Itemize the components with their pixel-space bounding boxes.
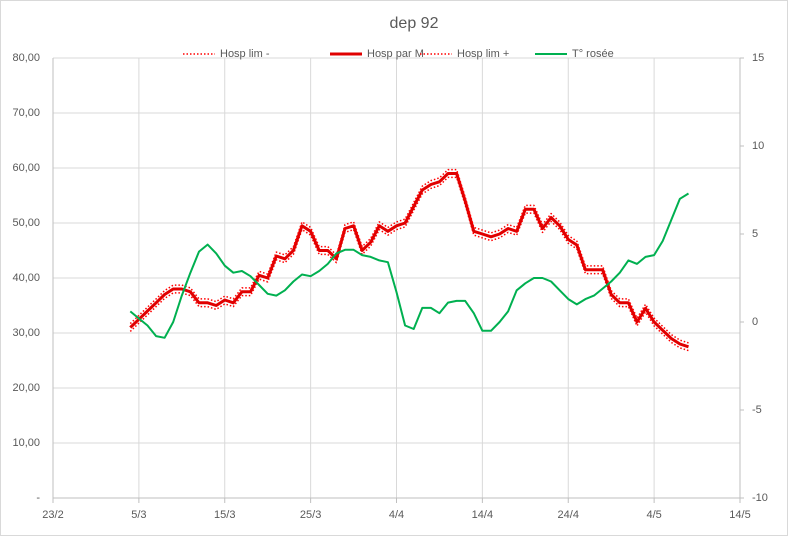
x-tick-label: 15/3: [214, 509, 235, 521]
series-line: [129, 172, 689, 349]
legend-label: Hosp lim +: [457, 48, 509, 60]
y-tick-label: 10,00: [12, 437, 40, 449]
y-tick-label: 30,00: [12, 327, 40, 339]
y2-tick-label: 15: [752, 52, 764, 64]
y-tick-label: 20,00: [12, 382, 40, 394]
x-tick-label: 25/3: [300, 509, 321, 521]
y2-tick-label: -10: [752, 492, 768, 504]
series-line: [129, 168, 689, 344]
series-line: [129, 176, 689, 352]
legend-label: Hosp lim -: [220, 48, 270, 60]
x-tick-label: 5/3: [131, 509, 146, 521]
chart-title: dep 92: [390, 15, 439, 32]
y-tick-label: -: [36, 492, 40, 504]
legend-label: Hosp par M: [367, 48, 424, 60]
y2-tick-label: 10: [752, 140, 764, 152]
x-tick-label: 14/4: [472, 509, 493, 521]
y-tick-label: 80,00: [12, 52, 40, 64]
x-tick-label: 23/2: [42, 509, 63, 521]
y2-tick-label: 0: [752, 316, 758, 328]
y2-tick-label: 5: [752, 228, 758, 240]
x-tick-label: 4/4: [389, 509, 404, 521]
x-tick-label: 14/5: [729, 509, 750, 521]
series-line: [129, 192, 690, 339]
x-tick-label: 4/5: [646, 509, 661, 521]
y-tick-label: 40,00: [12, 272, 40, 284]
y-tick-label: 70,00: [12, 107, 40, 119]
y2-tick-label: -5: [752, 404, 762, 416]
y-tick-label: 60,00: [12, 162, 40, 174]
x-tick-label: 24/4: [558, 509, 579, 521]
y-tick-label: 50,00: [12, 217, 40, 229]
legend-label: T° rosée: [572, 48, 614, 60]
